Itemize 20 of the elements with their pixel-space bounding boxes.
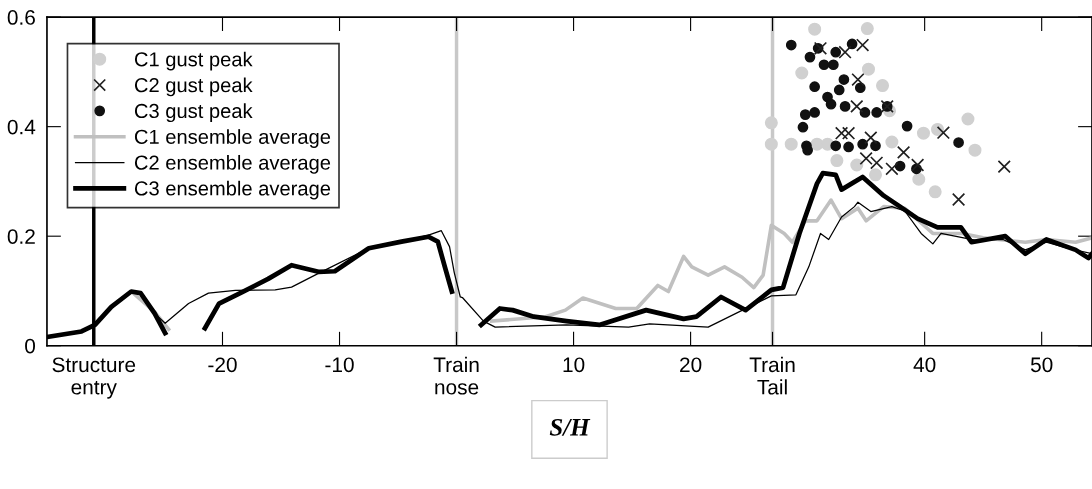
y-tick-label: 0 (25, 338, 36, 354)
legend-label: C3 gust peak (134, 103, 253, 123)
x-tick-label: -10 (325, 357, 354, 373)
x-tick-label: 40 (913, 357, 936, 373)
y-tick-label: 0.2 (7, 229, 35, 244)
legend-label: C2 gust peak (134, 77, 253, 97)
legend-label: C1 ensemble average (134, 129, 331, 148)
legend-label: C1 gust peak (134, 51, 253, 71)
x-tick-label: 20 (680, 357, 702, 373)
legend-label: C3 ensemble average (134, 180, 331, 200)
x-tick-label: Train Tail (749, 356, 795, 395)
x-tick-label: Train nose (433, 356, 479, 395)
y-tick-label: 0.6 (7, 10, 35, 25)
x-tick-label: 50 (1030, 357, 1053, 373)
x-tick-label: -20 (208, 357, 237, 373)
x-tick-label: 10 (563, 357, 585, 373)
x-axis-title: S/H (549, 418, 591, 436)
legend-label: C2 ensemble average (134, 154, 331, 174)
y-tick-label: 0.4 (7, 119, 36, 135)
x-tick-label: Structure entry (52, 357, 136, 399)
